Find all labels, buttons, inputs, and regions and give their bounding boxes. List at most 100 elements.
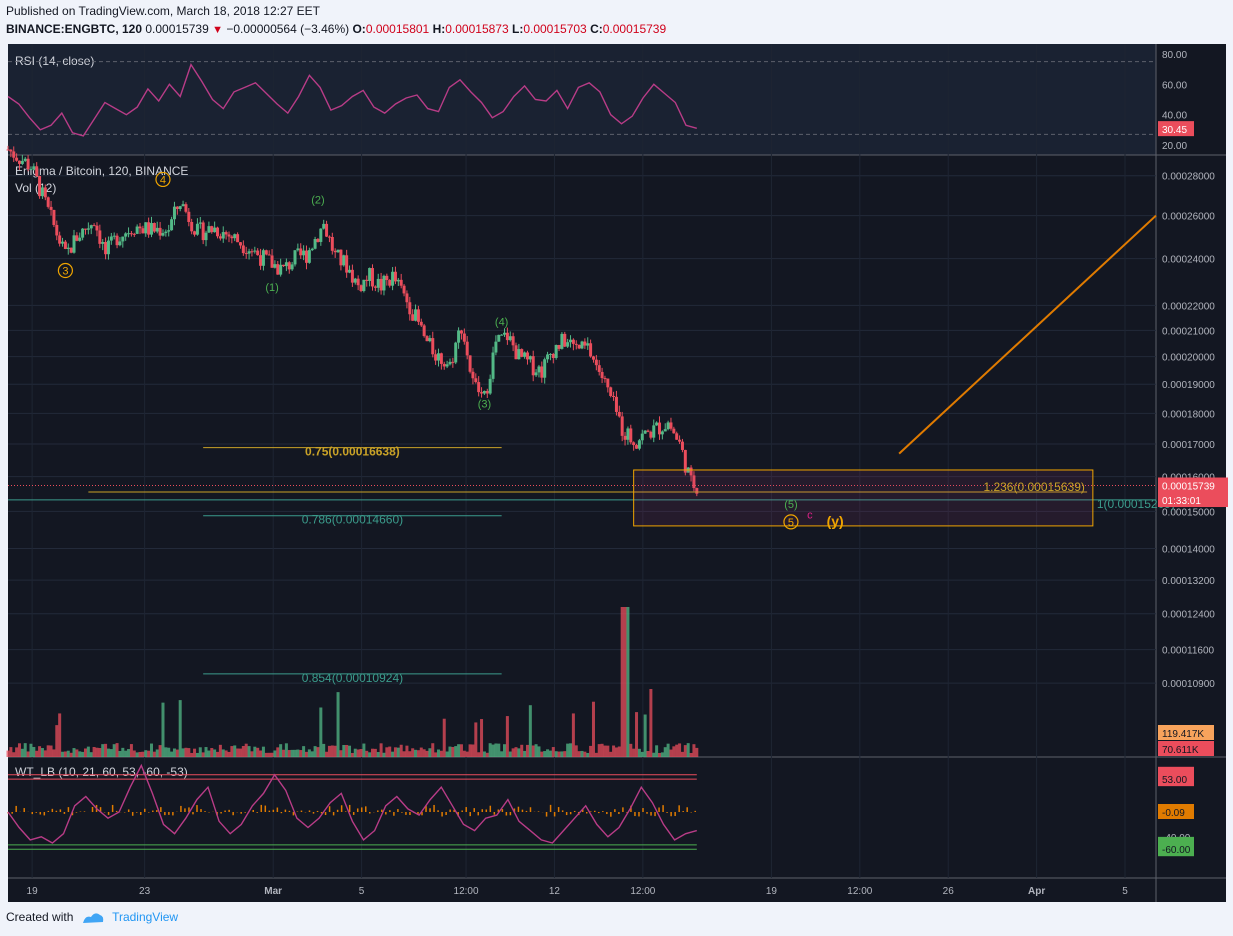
footer-credit: Created with TradingView [6, 910, 178, 925]
wt-histogram-bar [437, 810, 439, 812]
volume-bar [350, 752, 354, 757]
wt-histogram-bar [268, 810, 271, 812]
volume-bar [675, 744, 679, 757]
time-tick-label: 23 [139, 886, 151, 897]
volume-bar [477, 752, 481, 757]
wt-histogram-bar [433, 804, 435, 812]
tradingview-link[interactable]: TradingView [112, 910, 179, 924]
wt-histogram-bar [200, 809, 202, 812]
volume-bar [150, 743, 153, 757]
candles-group [6, 145, 699, 497]
volume-bar [213, 749, 217, 757]
wt-histogram-bar [377, 810, 379, 812]
volume-bar [589, 745, 593, 757]
volume-bar [135, 752, 139, 757]
candle-body [600, 371, 604, 379]
candle-body [520, 349, 524, 357]
wt-histogram-bar [35, 812, 38, 813]
wt-histogram-bar [409, 812, 411, 816]
wt-histogram-bar [674, 812, 676, 817]
volume-bar [669, 749, 673, 757]
candle-body [75, 235, 79, 241]
candle-body [170, 219, 174, 231]
last-price: 0.00015739 [145, 22, 209, 36]
volume-bar [416, 750, 420, 757]
candle-body [537, 366, 541, 373]
candle-body [399, 279, 403, 286]
wt-histogram-bar [111, 804, 114, 812]
wt-tag-box [1158, 804, 1194, 819]
candle-body [307, 250, 311, 263]
candle-body [310, 248, 314, 251]
candle-body [462, 333, 466, 342]
rsi-line [7, 62, 697, 137]
candle-body [637, 440, 641, 449]
candle-body [468, 355, 472, 372]
candle-body [129, 233, 133, 235]
wt-histogram-bar [184, 808, 186, 812]
fib-level-label: 0.854(0.00010924) [302, 671, 403, 685]
candle-body [29, 169, 33, 171]
wt-histogram-bar [39, 812, 42, 815]
volume-bar [597, 744, 601, 757]
volume-bar [603, 745, 607, 757]
wt-histogram-bar [188, 807, 190, 812]
wt-histogram-bar [569, 812, 572, 815]
candle-body [23, 158, 27, 161]
target-zone-box [633, 469, 1094, 527]
candle-body [207, 226, 211, 233]
wt-histogram-bar [71, 812, 74, 816]
wt-histogram-bar [148, 812, 150, 813]
volume-bar [571, 713, 575, 757]
volume-bar [646, 750, 650, 757]
wt-histogram-bar [115, 810, 118, 812]
candle-body [61, 241, 65, 244]
candle-body [396, 279, 400, 282]
volume-bar [259, 750, 263, 757]
volume-bar [632, 748, 636, 757]
rsi-current-value: 30.45 [1162, 125, 1187, 136]
wt-histogram-bar [505, 812, 508, 816]
volume-bar [385, 747, 389, 757]
volume-bar [12, 752, 16, 757]
candle-body [635, 445, 639, 449]
candle-body [6, 149, 10, 151]
wt-histogram-bar [602, 811, 604, 812]
candle-body [551, 353, 555, 358]
volume-bar [92, 746, 96, 757]
candle-body [284, 262, 288, 267]
candle-body [594, 359, 598, 366]
wt-histogram-bar [312, 812, 315, 814]
volume-bar [250, 751, 254, 757]
volume-bar [293, 749, 297, 757]
volume-bar [594, 752, 598, 757]
candle-body [213, 227, 217, 233]
candle-body [566, 342, 570, 347]
volume-bar [339, 750, 343, 757]
volume-bar [104, 743, 108, 757]
volume-bar [112, 744, 116, 757]
wt-histogram-bar [240, 812, 242, 814]
candle-body [78, 237, 82, 241]
wt-tag-label: 53.00 [1162, 775, 1187, 786]
candle-body [580, 341, 584, 349]
volume-bar [302, 746, 306, 757]
candle-body [83, 228, 87, 230]
volume-bar [666, 743, 670, 757]
wt-histogram-bar [264, 805, 267, 812]
volume-tag-box [1158, 741, 1214, 756]
candle-body [376, 278, 380, 288]
candle-body [81, 228, 85, 238]
volume-bar [528, 705, 532, 757]
candle-body [247, 251, 251, 254]
wt-histogram-bar [465, 807, 467, 812]
volume-bar [247, 746, 251, 757]
wt-histogram-bar [156, 810, 158, 812]
wt-histogram-bar [344, 811, 347, 812]
wt-histogram-bar [152, 810, 154, 812]
volume-bar [327, 745, 331, 757]
candle-body [316, 239, 320, 242]
volume-bar [20, 748, 24, 757]
candle-body [511, 336, 515, 346]
